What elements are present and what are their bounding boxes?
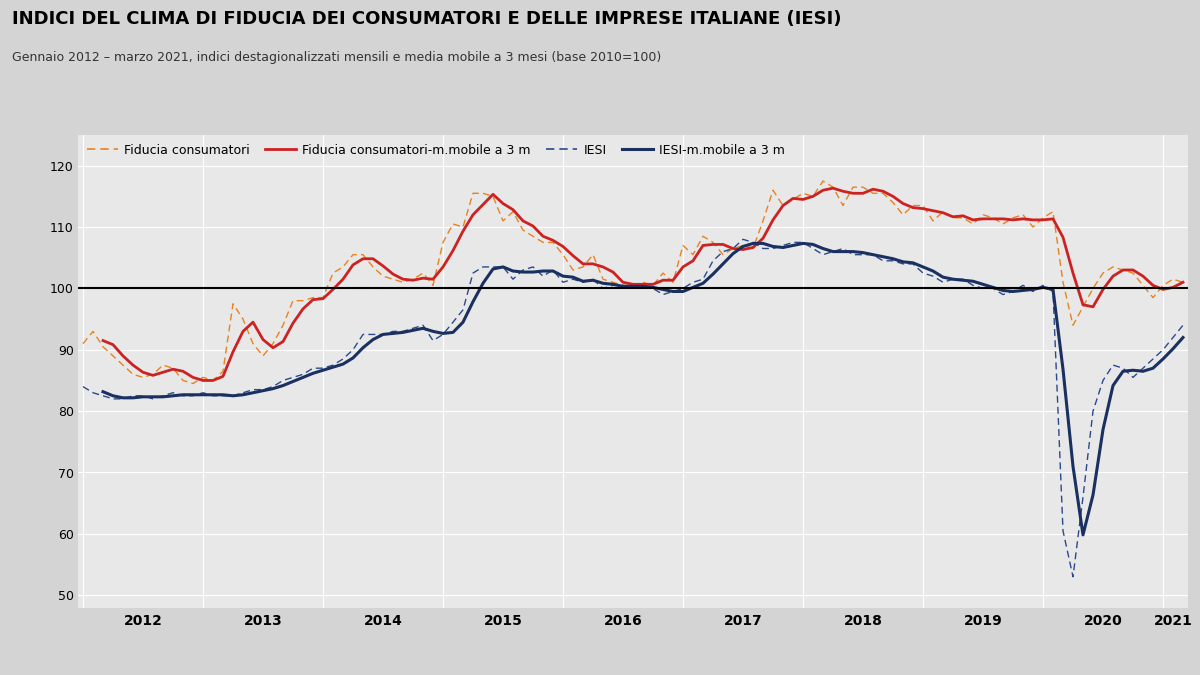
Text: INDICI DEL CLIMA DI FIDUCIA DEI CONSUMATORI E DELLE IMPRESE ITALIANE (IESI): INDICI DEL CLIMA DI FIDUCIA DEI CONSUMAT…	[12, 10, 841, 28]
Text: Gennaio 2012 – marzo 2021, indici destagionalizzati mensili e media mobile a 3 m: Gennaio 2012 – marzo 2021, indici destag…	[12, 51, 661, 63]
Legend: Fiducia consumatori, Fiducia consumatori-m.mobile a 3 m, IESI, IESI-m.mobile a 3: Fiducia consumatori, Fiducia consumatori…	[82, 139, 790, 162]
